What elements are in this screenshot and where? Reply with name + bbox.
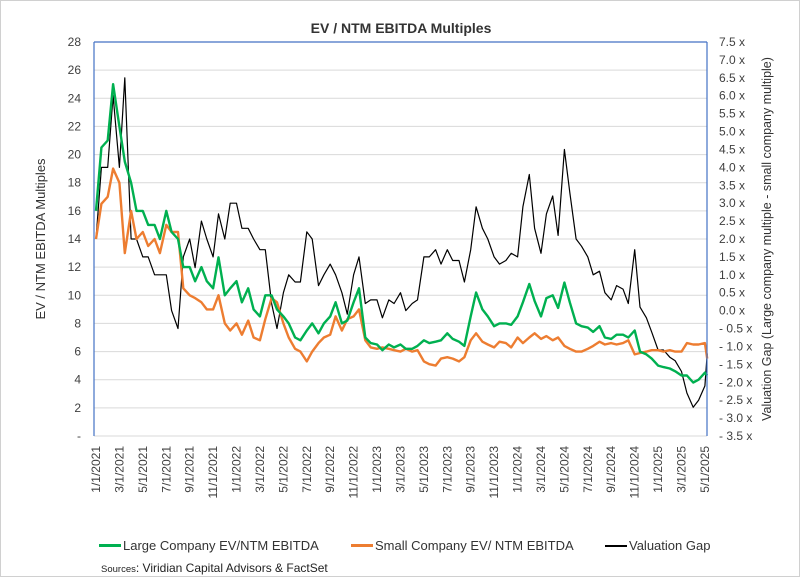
- x-tick-label: 9/1/2024: [604, 446, 618, 493]
- x-tick-label: 11/1/2023: [487, 446, 501, 499]
- x-tick-label: 9/1/2023: [464, 446, 478, 493]
- y2-tick-label: - 1.0 x: [719, 339, 752, 353]
- y-tick-label: 14: [68, 232, 82, 246]
- sources-prefix: Sources: [101, 564, 136, 575]
- y-tick-label: 18: [68, 176, 82, 190]
- legend-item-gap: Valuation Gap: [605, 538, 710, 553]
- x-tick-label: 11/1/2021: [206, 446, 220, 499]
- x-tick-label: 7/1/2022: [300, 446, 314, 493]
- x-tick-label: 5/1/2025: [698, 446, 712, 493]
- sources-note: Sources: Viridian Capital Advisors & Fac…: [101, 561, 328, 575]
- legend-swatch-gap: [605, 544, 627, 547]
- x-tick-label: 3/1/2024: [534, 446, 548, 493]
- legend-label-gap: Valuation Gap: [629, 538, 711, 553]
- legend-label-small: Small Company EV/ NTM EBITDA: [375, 538, 574, 553]
- y2-tick-label: 1.0 x: [719, 268, 745, 282]
- y-tick-label: 6: [74, 345, 81, 359]
- x-tick-label: 9/1/2022: [323, 446, 337, 493]
- y2-tick-label: 7.5 x: [719, 35, 745, 49]
- x-tick-label: 7/1/2023: [440, 446, 454, 493]
- y2-tick-label: - 1.5 x: [719, 357, 752, 371]
- y-tick-label: 10: [68, 288, 82, 302]
- x-tick-label: 3/1/2025: [675, 446, 689, 493]
- y2-tick-label: 2.5 x: [719, 214, 745, 228]
- y-tick-label: -: [77, 429, 81, 443]
- sources-text: : Viridian Capital Advisors & FactSet: [135, 561, 328, 575]
- legend-label-large: Large Company EV/NTM EBITDA: [123, 538, 319, 553]
- y-axis-title: EV / NTM EBITDA Multiples: [33, 158, 48, 320]
- y-tick-label: 22: [68, 119, 82, 133]
- chart-title: EV / NTM EBITDA Multiples: [311, 20, 492, 36]
- y-tick-label: 16: [68, 204, 82, 218]
- y2-tick-label: 6.0 x: [719, 89, 745, 103]
- x-tick-label: 3/1/2023: [393, 446, 407, 493]
- y2-tick-label: 5.0 x: [719, 125, 745, 139]
- x-tick-label: 1/1/2025: [651, 446, 665, 493]
- y-tick-label: 2: [74, 401, 81, 415]
- y-tick-label: 4: [74, 373, 81, 387]
- x-tick-label: 3/1/2021: [112, 446, 126, 493]
- small-company-line: [94, 167, 709, 367]
- y2-tick-label: - 3.5 x: [719, 429, 752, 443]
- legend-swatch-small: [351, 544, 373, 547]
- y2-axis-title: Valuation Gap (Large company multiple - …: [760, 57, 774, 421]
- x-tick-label: 1/1/2024: [511, 446, 525, 493]
- y2-tick-label: 0.5 x: [719, 286, 745, 300]
- y2-tick-label: 7.0 x: [719, 53, 745, 67]
- y-tick-label: 24: [68, 91, 82, 105]
- x-tick-label: 3/1/2022: [253, 446, 267, 493]
- y2-tick-label: 3.5 x: [719, 178, 745, 192]
- y-tick-label: 12: [68, 260, 82, 274]
- y-tick-label: 26: [68, 63, 82, 77]
- y2-tick-label: - 2.5 x: [719, 393, 752, 407]
- x-tick-label: 5/1/2021: [136, 446, 150, 493]
- x-tick-label: 1/1/2022: [230, 446, 244, 493]
- x-tick-label: 5/1/2023: [417, 446, 431, 493]
- x-tick-label: 5/1/2024: [557, 446, 571, 493]
- x-tick-label: 11/1/2022: [347, 446, 361, 499]
- y2-tick-label: - 2.0 x: [719, 375, 752, 389]
- y2-tick-label: - 3.0 x: [719, 411, 752, 425]
- valuation-gap-line: [95, 77, 708, 408]
- y2-tick-label: 1.5 x: [719, 250, 745, 264]
- x-tick-label: 1/1/2023: [370, 446, 384, 493]
- y2-tick-label: - 0.5 x: [719, 322, 752, 336]
- x-tick-label: 9/1/2021: [183, 446, 197, 493]
- x-tick-label: 7/1/2021: [159, 446, 173, 493]
- y-tick-label: 20: [68, 148, 82, 162]
- y2-tick-label: 4.0 x: [719, 160, 745, 174]
- chart: EV / NTM EBITDA Multiples EV / NTM EBITD…: [33, 20, 774, 499]
- y2-tick-label: 2.0 x: [719, 232, 745, 246]
- y2-tick-label: 5.5 x: [719, 107, 745, 121]
- legend-item-large: Large Company EV/NTM EBITDA: [99, 538, 319, 553]
- y-tick-label: 28: [68, 35, 82, 49]
- legend-swatch-large: [99, 544, 121, 547]
- x-tick-label: 11/1/2024: [628, 446, 642, 499]
- y2-tick-label: 3.0 x: [719, 196, 745, 210]
- y2-tick-label: 4.5 x: [719, 142, 745, 156]
- large-company-line: [94, 82, 709, 384]
- y2-tick-label: 6.5 x: [719, 71, 745, 85]
- y2-tick-label: 0.0 x: [719, 304, 745, 318]
- x-tick-label: 5/1/2022: [276, 446, 290, 493]
- legend-item-small: Small Company EV/ NTM EBITDA: [351, 538, 574, 553]
- x-tick-label: 7/1/2024: [581, 446, 595, 493]
- y-tick-label: 8: [74, 316, 81, 330]
- x-tick-label: 1/1/2021: [89, 446, 103, 493]
